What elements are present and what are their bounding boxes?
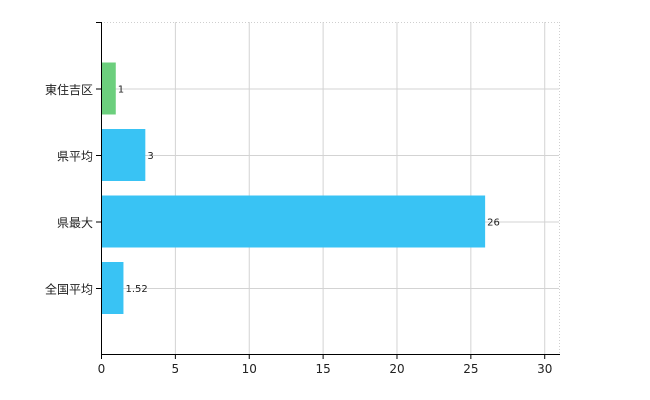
x-tick-label: 0 [98,362,106,376]
x-tick-label: 25 [463,362,478,376]
axes [96,22,560,359]
x-tick-label: 5 [172,362,180,376]
bars [101,62,486,314]
grid-lines [101,22,560,354]
x-tick-label: 20 [389,362,404,376]
bar [101,195,486,248]
bar [101,62,116,115]
y-tick-label: 全国平均 [45,282,93,297]
y-tick-label: 県最大 [57,216,93,230]
data-labels: 1 3 26 1.52 [118,85,500,296]
data-label: 26 [487,218,500,229]
data-label: 1.52 [125,284,147,295]
bar [101,262,124,314]
data-label: 3 [147,151,153,162]
x-tick-label: 10 [242,362,257,376]
x-tick-label: 15 [315,362,330,376]
data-label: 1 [118,85,124,96]
y-tick-label: 県平均 [57,150,93,164]
bar [101,129,146,181]
x-tick-label: 30 [537,362,552,376]
y-tick-label: 東住吉区 [45,83,93,97]
